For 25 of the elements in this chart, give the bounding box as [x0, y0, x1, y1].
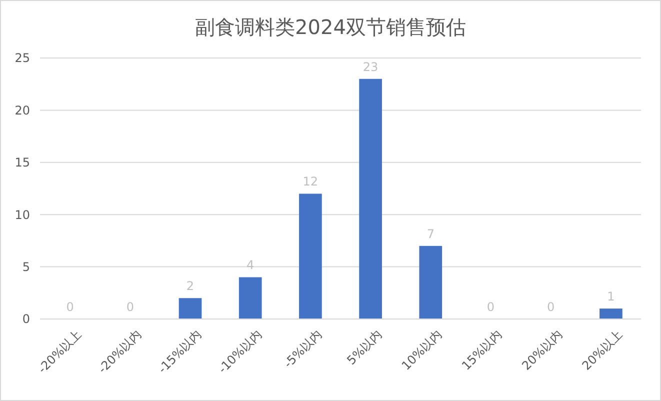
y-tick-label: 10: [14, 208, 30, 222]
data-label: 12: [302, 174, 318, 189]
y-tick-label: 5: [22, 260, 30, 274]
y-tick-label: 15: [14, 156, 30, 170]
bar: [299, 194, 322, 319]
bar: [600, 308, 622, 319]
bar: [238, 277, 262, 319]
data-label: 2: [186, 279, 194, 294]
bar: [178, 298, 202, 319]
data-label: 23: [362, 60, 378, 74]
data-label: 0: [547, 300, 555, 314]
y-tick-label: 0: [22, 312, 30, 326]
x-tick-label: 5%以内: [344, 327, 385, 368]
x-tick-label: -5%以内: [281, 327, 325, 371]
chart-title: 副食调料类2024双节销售预估: [195, 15, 466, 39]
y-tick-label: 25: [14, 51, 30, 66]
data-label: 0: [486, 300, 495, 314]
bar: [359, 78, 382, 319]
data-label: 1: [607, 290, 615, 304]
bar: [419, 246, 442, 319]
data-label: 4: [246, 258, 254, 272]
data-label: 7: [426, 226, 434, 241]
y-tick-label: 20: [14, 103, 30, 118]
data-label: 0: [126, 300, 134, 314]
data-label: 0: [66, 300, 74, 314]
